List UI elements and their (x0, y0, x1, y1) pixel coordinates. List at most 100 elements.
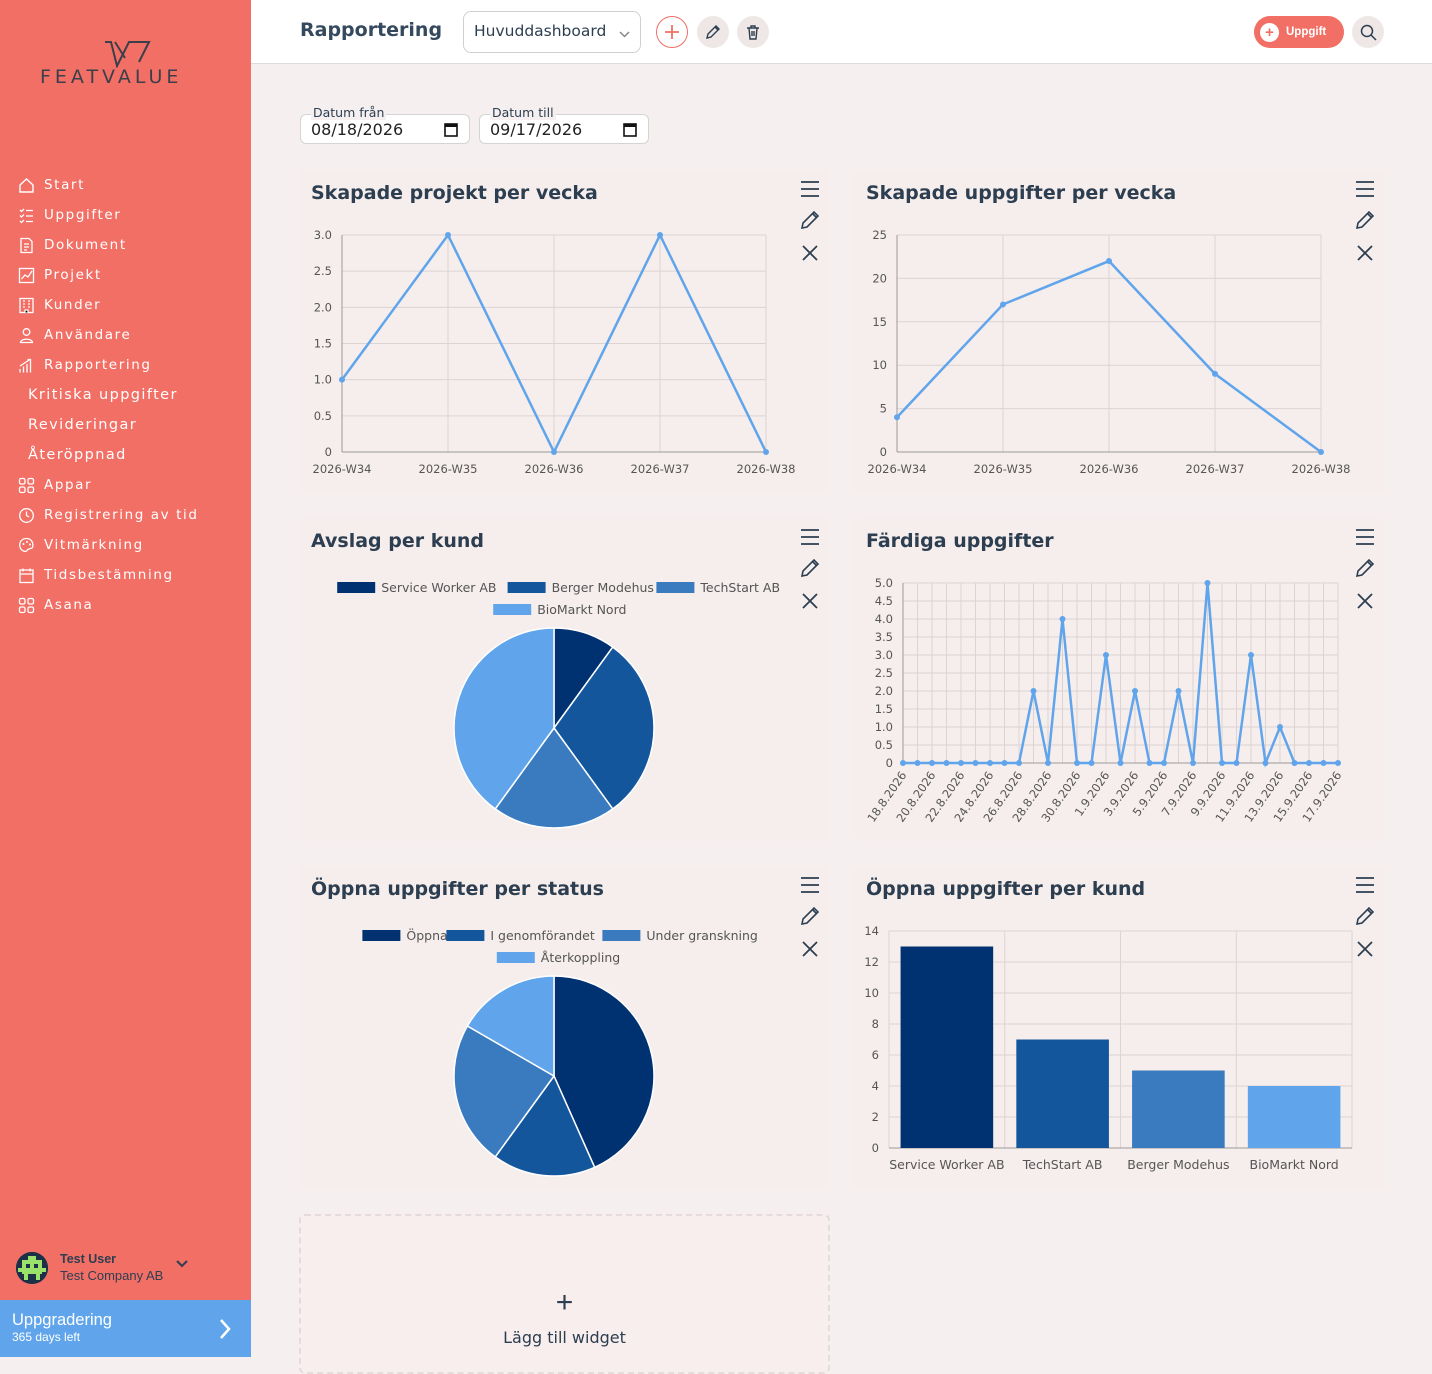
close-icon[interactable] (800, 591, 820, 611)
add-widget-button[interactable]: + Lägg till widget (299, 1214, 830, 1374)
date-to-field[interactable]: Datum till 09/17/2026 (479, 105, 649, 144)
data-point[interactable] (657, 232, 663, 238)
date-from-field[interactable]: Datum från 08/18/2026 (300, 105, 470, 144)
data-point[interactable] (1248, 652, 1254, 658)
calendar-icon[interactable] (623, 122, 637, 137)
data-point[interactable] (894, 414, 900, 421)
close-icon[interactable] (1355, 243, 1375, 263)
sidebar-item-kritiska-uppgifter[interactable]: Kritiska uppgifter (0, 380, 251, 410)
pencil-icon[interactable] (1355, 210, 1375, 230)
pie-slice[interactable] (494, 1074, 596, 1177)
menu-icon[interactable] (1355, 875, 1375, 895)
legend-label[interactable]: Service Worker AB (381, 580, 496, 595)
pencil-icon[interactable] (1355, 906, 1375, 926)
pencil-icon[interactable] (800, 906, 820, 926)
data-point[interactable] (1291, 760, 1298, 766)
edit-dashboard-button[interactable] (697, 16, 729, 48)
data-point[interactable] (1103, 652, 1109, 658)
legend-label[interactable]: TechStart AB (699, 580, 780, 595)
sidebar-item-rapportering[interactable]: Rapportering (0, 350, 251, 380)
sidebar-item-projekt[interactable]: Projekt (0, 260, 251, 290)
sidebar-item-start[interactable]: Start (0, 170, 251, 200)
data-point[interactable] (1175, 688, 1182, 694)
upgrade-banner[interactable]: Uppgradering 365 days left (0, 1300, 251, 1357)
pie-slice[interactable] (553, 646, 655, 810)
featvalue-logo[interactable]: FEATVALUE (40, 40, 215, 90)
menu-icon[interactable] (1355, 527, 1375, 547)
dashboard-select[interactable]: Huvuddashboard (463, 11, 641, 53)
pie-slice[interactable] (494, 726, 614, 829)
data-point[interactable] (1106, 258, 1112, 265)
add-dashboard-button[interactable] (656, 16, 688, 48)
sidebar-item-vitmärkning[interactable]: Vitmärkning (0, 530, 251, 560)
data-point[interactable] (1088, 760, 1095, 766)
bar[interactable] (1247, 1086, 1341, 1148)
sidebar-item-revideringar[interactable]: Revideringar (0, 410, 251, 440)
data-point[interactable] (1190, 760, 1196, 766)
menu-icon[interactable] (800, 527, 820, 547)
data-point[interactable] (972, 760, 979, 766)
legend-label[interactable]: Öppna (406, 927, 447, 943)
pie-slice[interactable] (466, 975, 555, 1078)
user-menu[interactable]: Test User Test Company AB (16, 1250, 236, 1290)
close-icon[interactable] (1355, 591, 1375, 611)
data-point[interactable] (1059, 616, 1066, 622)
data-point[interactable] (943, 760, 950, 766)
data-point[interactable] (1016, 760, 1022, 766)
data-point[interactable] (1030, 688, 1037, 694)
data-point[interactable] (1306, 760, 1312, 766)
data-point[interactable] (1117, 760, 1124, 766)
sidebar-item-användare[interactable]: Användare (0, 320, 251, 350)
data-point[interactable] (1212, 370, 1218, 377)
legend-label[interactable]: Under granskning (646, 928, 757, 943)
menu-icon[interactable] (800, 179, 820, 199)
legend-label[interactable]: I genomförandet (490, 928, 594, 943)
pie-slice[interactable] (453, 1024, 556, 1158)
sidebar-item-appar[interactable]: Appar (0, 470, 251, 500)
data-point[interactable] (987, 760, 993, 766)
legend-label[interactable]: BioMarkt Nord (537, 602, 626, 617)
pencil-icon[interactable] (1355, 558, 1375, 578)
menu-icon[interactable] (1355, 179, 1375, 199)
data-point[interactable] (1204, 580, 1211, 586)
search-button[interactable] (1352, 16, 1384, 48)
legend-label[interactable]: Berger Modehus (552, 580, 654, 595)
data-point[interactable] (1045, 760, 1051, 766)
sidebar-item-uppgifter[interactable]: Uppgifter (0, 200, 251, 230)
data-point[interactable] (1132, 688, 1138, 694)
data-point[interactable] (1001, 760, 1008, 766)
new-task-button[interactable]: + Uppgift (1254, 16, 1344, 48)
data-point[interactable] (1262, 760, 1269, 766)
sidebar-item-tidsbestämning[interactable]: Tidsbestämning (0, 560, 251, 590)
sidebar-item-kunder[interactable]: Kunder (0, 290, 251, 320)
sidebar-item-registrering-av-tid[interactable]: Registrering av tid (0, 500, 251, 530)
data-point[interactable] (1335, 760, 1341, 766)
bar[interactable] (900, 946, 994, 1149)
pencil-icon[interactable] (800, 210, 820, 230)
data-point[interactable] (763, 449, 769, 455)
data-point[interactable] (1219, 760, 1225, 766)
sidebar-item-återöppnad[interactable]: Återöppnad (0, 440, 251, 470)
data-point[interactable] (914, 760, 921, 766)
data-point[interactable] (1233, 760, 1240, 766)
data-point[interactable] (958, 760, 964, 766)
calendar-icon[interactable] (444, 122, 458, 137)
legend-label[interactable]: Återkoppling (541, 950, 620, 965)
delete-dashboard-button[interactable] (737, 16, 769, 48)
data-point[interactable] (1074, 760, 1080, 766)
data-point[interactable] (1277, 724, 1283, 730)
data-point[interactable] (339, 376, 345, 383)
pie-slice[interactable] (553, 975, 655, 1169)
bar[interactable] (1016, 1039, 1109, 1149)
data-point[interactable] (445, 232, 451, 238)
pencil-icon[interactable] (800, 558, 820, 578)
data-point[interactable] (1146, 760, 1153, 766)
bar[interactable] (1132, 1070, 1225, 1149)
data-point[interactable] (929, 760, 935, 766)
data-point[interactable] (551, 449, 557, 455)
data-point[interactable] (1318, 449, 1324, 455)
close-icon[interactable] (800, 243, 820, 263)
data-point[interactable] (1161, 760, 1167, 766)
chevron-down-icon[interactable] (176, 1260, 188, 1268)
sidebar-item-asana[interactable]: Asana (0, 590, 251, 620)
